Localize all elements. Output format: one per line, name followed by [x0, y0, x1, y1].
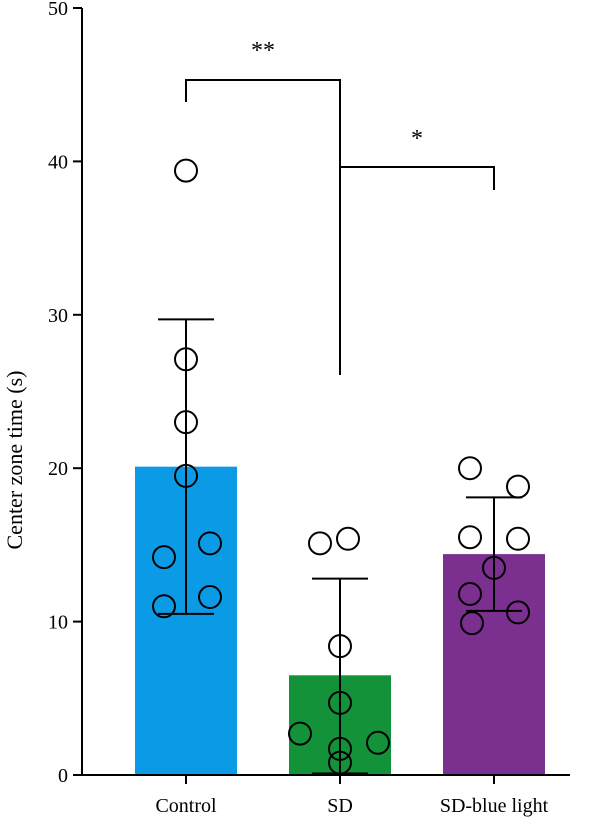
data-point: [174, 410, 198, 435]
significance-bracket: [339, 166, 495, 288]
data-point: [506, 526, 530, 551]
data-point: [460, 611, 484, 636]
data-points-layer: [152, 158, 530, 775]
data-point: [458, 525, 482, 550]
data-point: [328, 634, 352, 659]
significance-layer: ***: [185, 38, 495, 375]
data-point: [328, 750, 352, 775]
significance-bracket: [185, 79, 341, 375]
data-point: [506, 474, 530, 499]
data-point: [288, 721, 312, 746]
y-tick-label: 10: [48, 612, 68, 634]
data-point: [152, 545, 176, 570]
data-point: [328, 736, 352, 761]
data-point: [198, 531, 222, 556]
x-tick-label: SD: [327, 795, 353, 817]
data-point: [198, 585, 222, 610]
y-axis-title: Center zone time (s): [2, 371, 27, 550]
data-point: [174, 347, 198, 372]
significance-label: *: [411, 126, 423, 152]
error-bar: [158, 318, 214, 615]
y-tick-label: 40: [48, 151, 68, 173]
x-tick-label: Control: [155, 795, 217, 817]
data-point: [366, 730, 390, 755]
data-point: [152, 594, 176, 619]
data-point: [308, 531, 332, 556]
y-tick-label: 30: [48, 305, 68, 327]
data-point: [506, 600, 530, 625]
y-axis: 0 10 20 30 40 50: [48, 0, 83, 787]
x-axis: Control SD SD-blue light: [82, 774, 570, 817]
data-point: [482, 555, 506, 580]
y-tick-label: 50: [48, 0, 68, 20]
x-tick-label: SD-blue light: [440, 795, 549, 817]
data-point: [458, 581, 482, 606]
error-bars-layer: [158, 318, 522, 775]
data-point: [174, 158, 198, 183]
data-point: [336, 526, 360, 551]
y-tick-label: 20: [48, 458, 68, 480]
data-point: [174, 463, 198, 488]
y-tick-label: 0: [58, 765, 68, 787]
data-point: [328, 690, 352, 715]
data-point: [458, 456, 482, 481]
significance-label: **: [251, 38, 275, 64]
